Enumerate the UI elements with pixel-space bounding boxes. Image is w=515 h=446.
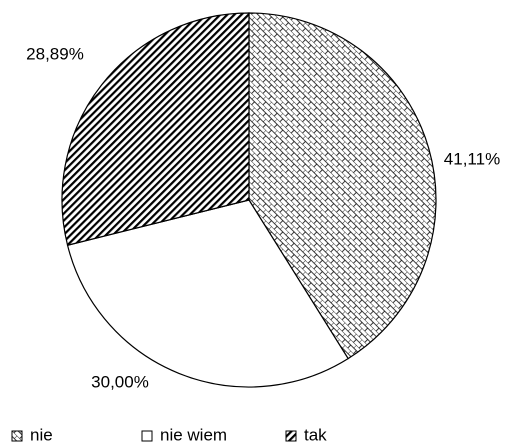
legend-swatch bbox=[285, 430, 297, 442]
pie-slice bbox=[61, 12, 250, 246]
legend-swatch bbox=[11, 430, 23, 442]
legend-label: nie wiem bbox=[160, 425, 227, 444]
legend-swatch bbox=[141, 430, 153, 442]
pie-slice bbox=[248, 12, 437, 360]
pie-slice bbox=[66, 199, 349, 388]
data-label: 41,11% bbox=[444, 149, 500, 168]
data-label: 30,00% bbox=[91, 372, 149, 391]
legend-label: nie bbox=[30, 425, 53, 444]
legend-label: tak bbox=[304, 425, 327, 444]
data-label: 28,89% bbox=[26, 44, 84, 63]
